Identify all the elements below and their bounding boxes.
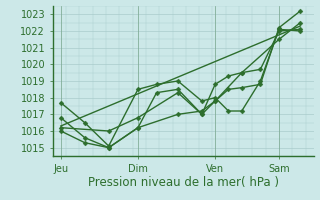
X-axis label: Pression niveau de la mer( hPa ): Pression niveau de la mer( hPa )	[88, 176, 279, 189]
